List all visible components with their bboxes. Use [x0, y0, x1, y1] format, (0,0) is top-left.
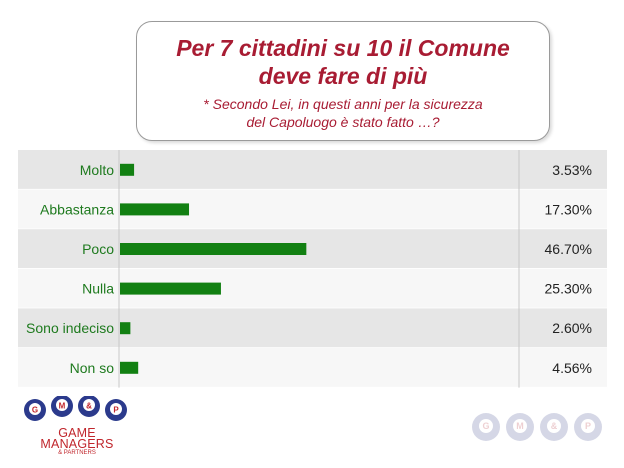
watermark-ball-2	[540, 413, 568, 441]
row-background-3	[18, 268, 607, 309]
value-label-2: 46.70%	[545, 241, 592, 257]
watermark-ball-letter-3: P	[585, 421, 591, 431]
logo-ball-face-2	[83, 399, 95, 411]
bar-3	[120, 282, 221, 295]
logo-balls: G M & P	[24, 396, 127, 421]
logo-text-partners: & PARTNERS	[58, 450, 96, 456]
bar-1	[120, 203, 190, 216]
row-background-0	[18, 150, 607, 190]
watermark-ball-letter-1: M	[516, 421, 524, 431]
row-background-4	[18, 308, 607, 348]
category-label-3: Nulla	[82, 281, 114, 297]
watermark-ball-face-1	[513, 419, 527, 433]
value-label-4: 2.60%	[552, 320, 592, 336]
question-line-1: * Secondo Lei, in questi anni per la sic…	[203, 96, 483, 112]
category-label-4: Sono indeciso	[26, 320, 114, 336]
row-background-1	[18, 189, 607, 230]
row-background-2	[18, 229, 607, 269]
logo-text-game: GAME	[58, 426, 96, 440]
logo-ball-letter-2: &	[86, 402, 92, 411]
category-label-0: Molto	[80, 162, 114, 178]
logo-ball-face-3	[110, 403, 122, 415]
watermark-ball-face-0	[479, 419, 493, 433]
watermark-ball-letter-0: G	[482, 421, 489, 431]
watermark-ball-letter-2: &	[551, 421, 558, 431]
watermark-logo: G M & P	[472, 413, 602, 441]
logo-ball-face-1	[56, 399, 68, 411]
value-label-0: 3.53%	[552, 162, 592, 178]
value-label-5: 4.56%	[552, 360, 592, 376]
category-label-1: Abbastanza	[40, 201, 114, 217]
title-box: Per 7 cittadini su 10 il Comune deve far…	[136, 21, 550, 141]
row-background-5	[18, 348, 607, 388]
watermark-ball-3	[574, 413, 602, 441]
bar-5	[120, 361, 139, 374]
game-managers-logo: G M & P GAME MANAGERS & PARTNERS	[22, 396, 132, 456]
value-label-1: 17.30%	[545, 201, 592, 217]
title-line-2: deve fare di più	[258, 63, 428, 89]
bar-4	[120, 322, 131, 335]
watermark-ball-1	[506, 413, 534, 441]
logo-ball-letter-1: M	[59, 402, 66, 411]
watermark-ball-face-2	[547, 419, 561, 433]
bar-2	[120, 243, 307, 255]
logo-ball-letter-3: P	[113, 406, 119, 415]
title-line-1: Per 7 cittadini su 10 il Comune	[176, 35, 510, 61]
watermark-ball-0	[472, 413, 500, 441]
logo-ball-letter-0: G	[32, 406, 38, 415]
logo-text-managers: MANAGERS	[40, 437, 114, 451]
logo-ball-face-0	[29, 403, 41, 415]
category-label-5: Non so	[70, 360, 115, 376]
watermark-ball-face-3	[581, 419, 595, 433]
question-line-2: del Capoluogo è stato fatto …?	[246, 114, 440, 130]
bar-0	[120, 163, 135, 176]
value-label-3: 25.30%	[545, 281, 592, 297]
category-label-2: Poco	[82, 241, 114, 257]
